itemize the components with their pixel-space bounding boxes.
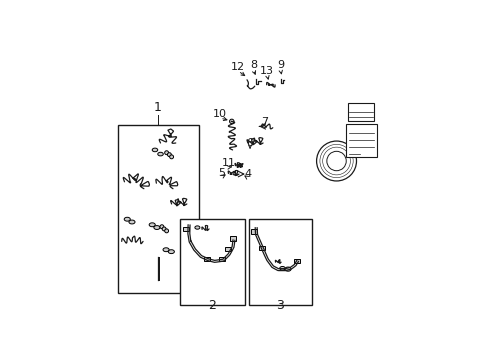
Circle shape <box>164 229 168 233</box>
Bar <box>219 257 225 261</box>
Bar <box>259 246 265 250</box>
Bar <box>180 219 244 305</box>
Bar <box>249 219 311 305</box>
Circle shape <box>169 155 173 159</box>
Bar <box>293 258 300 263</box>
Text: 13: 13 <box>260 66 274 76</box>
Ellipse shape <box>129 220 135 224</box>
Text: 3: 3 <box>276 299 284 312</box>
Text: 1: 1 <box>154 101 162 114</box>
Ellipse shape <box>149 223 155 227</box>
Text: 8: 8 <box>249 60 256 70</box>
Circle shape <box>167 153 171 157</box>
Ellipse shape <box>154 226 160 229</box>
Text: 12: 12 <box>231 62 244 72</box>
Bar <box>203 257 210 261</box>
Bar <box>183 227 189 231</box>
Bar <box>346 123 376 157</box>
Bar <box>347 103 373 121</box>
Circle shape <box>229 119 233 123</box>
Ellipse shape <box>279 266 285 270</box>
Ellipse shape <box>285 267 290 271</box>
Bar <box>250 229 257 234</box>
Text: 11: 11 <box>221 158 235 168</box>
Ellipse shape <box>163 248 169 252</box>
Ellipse shape <box>195 226 200 229</box>
Text: 2: 2 <box>208 299 216 312</box>
Circle shape <box>160 225 163 229</box>
Bar <box>230 237 236 241</box>
Text: 9: 9 <box>276 60 284 70</box>
Ellipse shape <box>168 250 174 253</box>
Text: 7: 7 <box>261 117 267 127</box>
Bar <box>224 247 230 251</box>
Text: 10: 10 <box>213 109 226 119</box>
Ellipse shape <box>152 148 158 152</box>
Circle shape <box>164 151 168 155</box>
Ellipse shape <box>124 217 130 221</box>
Text: 6: 6 <box>246 138 253 148</box>
Circle shape <box>162 227 166 231</box>
Bar <box>117 125 199 293</box>
Text: 5: 5 <box>218 168 224 178</box>
Ellipse shape <box>158 152 163 156</box>
Text: 4: 4 <box>244 169 251 179</box>
